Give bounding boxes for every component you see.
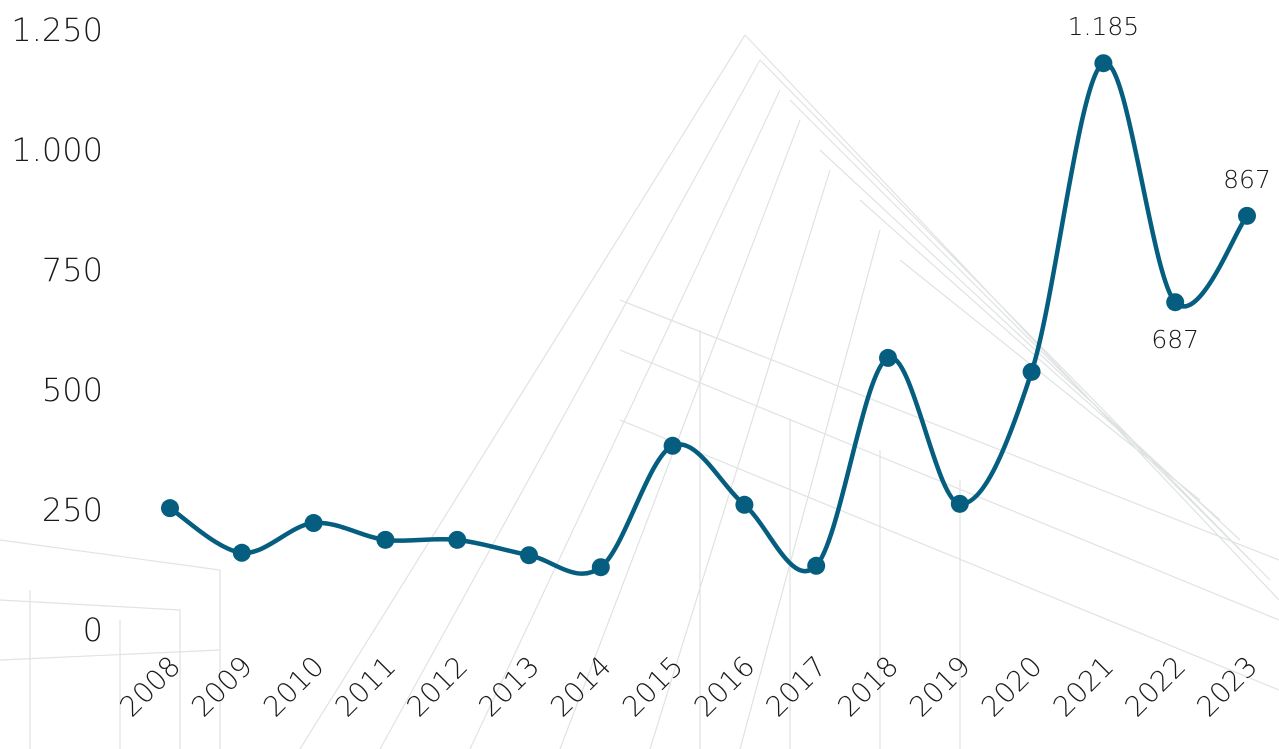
x-tick-label: 2015 <box>616 650 690 724</box>
point <box>735 495 754 514</box>
x-tick-label: 2019 <box>903 650 977 724</box>
x-tick-label: 2010 <box>257 650 331 724</box>
value-label: 687 <box>1151 325 1199 354</box>
point <box>591 558 610 577</box>
point <box>304 514 323 533</box>
point <box>232 543 251 562</box>
line <box>168 60 1249 576</box>
point <box>1022 362 1041 381</box>
x-tick-label: 2008 <box>113 650 187 724</box>
x-tick-label: 2013 <box>472 650 546 724</box>
point <box>1166 293 1185 312</box>
x-tick-label: 2021 <box>1047 650 1121 724</box>
value-label: 867 <box>1223 165 1271 194</box>
point <box>663 436 682 455</box>
point <box>448 530 467 549</box>
point <box>879 348 897 367</box>
x-tick-label: 2023 <box>1190 650 1264 724</box>
y-tick-label: 0 <box>83 611 103 649</box>
point <box>161 499 179 518</box>
y-tick-label: 250 <box>42 491 103 529</box>
x-tick-label: 2017 <box>759 650 833 724</box>
x-tick-label: 2009 <box>185 650 259 724</box>
value-label: 1.185 <box>1068 12 1140 41</box>
point <box>1094 54 1113 73</box>
point <box>520 546 538 565</box>
point <box>376 530 395 549</box>
y-tick-label: 500 <box>42 371 103 409</box>
y-tick-label: 750 <box>42 251 103 289</box>
y-tick-label: 1.000 <box>11 131 103 169</box>
background-decoration <box>0 34 1279 749</box>
point <box>1238 206 1256 225</box>
x-tick-label: 2012 <box>400 650 474 724</box>
x-tick-label: 2014 <box>544 650 618 724</box>
y-tick-label: 1.250 <box>11 11 103 49</box>
point <box>807 556 826 575</box>
x-tick-label: 2020 <box>975 650 1049 724</box>
x-tick-label: 2011 <box>329 650 403 724</box>
x-tick-label: 2018 <box>831 650 905 724</box>
point <box>950 494 969 513</box>
x-tick-label: 2022 <box>1118 650 1192 724</box>
